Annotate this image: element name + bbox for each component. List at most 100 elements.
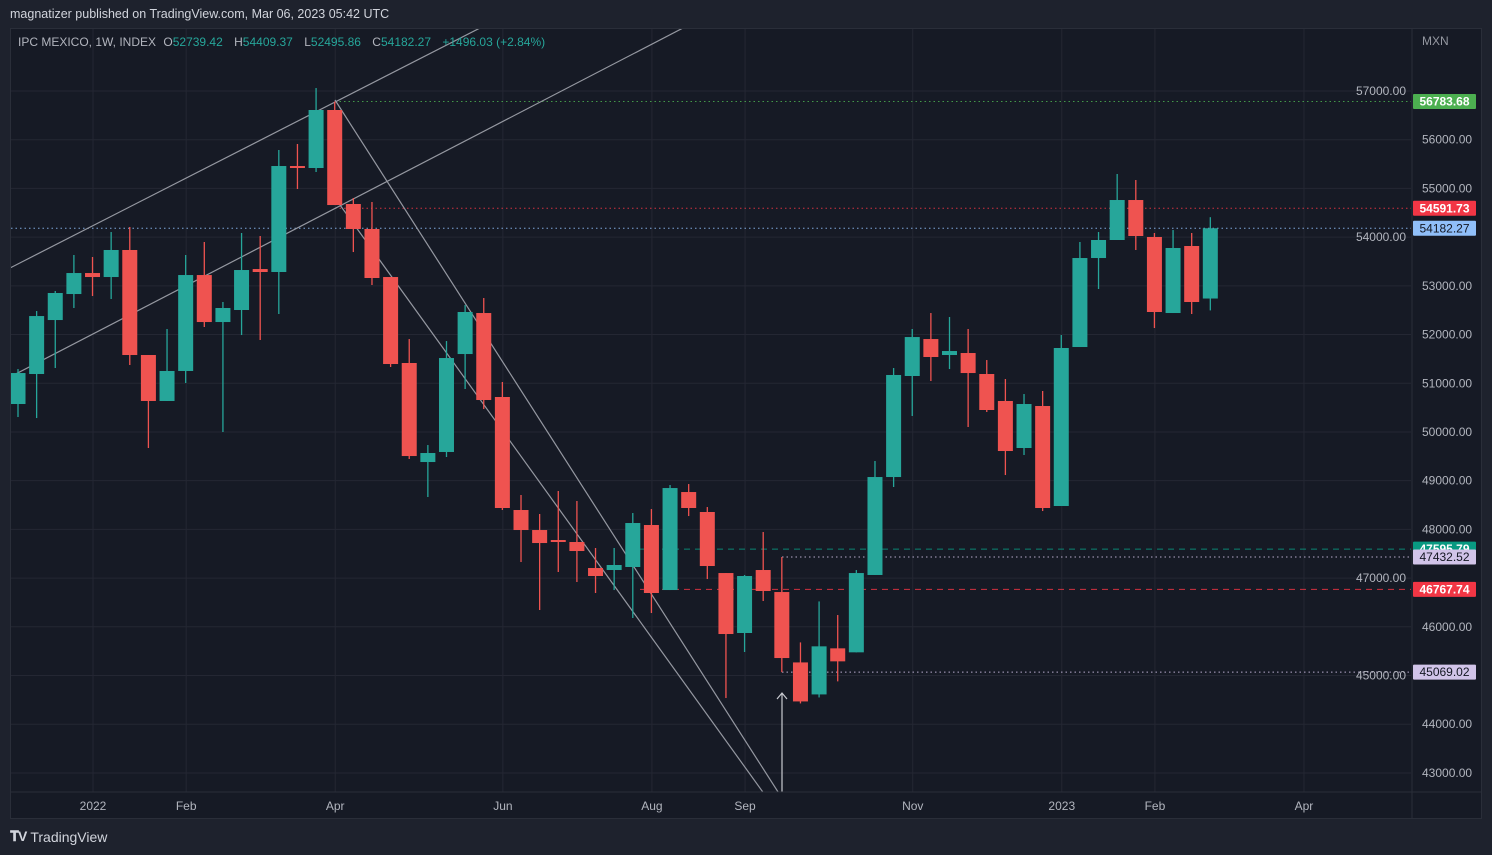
- y-tick-label: 46000.00: [1422, 620, 1472, 634]
- x-tick-label: 2022: [80, 799, 107, 813]
- y-tick-label: 44000.00: [1422, 717, 1472, 731]
- candle-body: [625, 523, 641, 567]
- candle: [774, 557, 790, 673]
- candle: [811, 601, 827, 698]
- candle-body: [1184, 245, 1200, 303]
- candle: [1109, 174, 1125, 241]
- price-level-badge: [1413, 200, 1476, 216]
- candle: [997, 379, 1013, 476]
- candle-body: [1109, 200, 1125, 241]
- candle: [718, 573, 734, 699]
- close-label: C: [372, 35, 381, 49]
- candle-body: [401, 362, 417, 457]
- x-tick-label: Apr: [326, 799, 345, 813]
- candle: [1091, 232, 1107, 290]
- candle-body: [85, 273, 101, 278]
- price-level-badge: [1413, 581, 1476, 597]
- candle-body: [364, 228, 380, 278]
- tradingview-logo[interactable]: 𝐓V TradingView: [10, 828, 107, 845]
- candle-body: [457, 311, 473, 355]
- candle: [66, 255, 82, 309]
- ohlc-legend: IPC MEXICO, 1W, INDEX O52739.42 H54409.3…: [18, 35, 549, 49]
- candle: [196, 242, 212, 327]
- candle: [737, 574, 753, 652]
- candle-body: [904, 337, 920, 377]
- candle: [271, 149, 287, 314]
- price-level-badge: [1413, 220, 1476, 236]
- candle-body: [755, 570, 771, 592]
- candle-body: [569, 542, 585, 552]
- candle: [383, 277, 399, 367]
- candle: [11, 369, 26, 418]
- candle: [1184, 232, 1200, 314]
- candle-body: [438, 358, 454, 452]
- x-tick-label: Sep: [734, 799, 756, 813]
- publisher-caption: magnatizer published on TradingView.com,…: [10, 7, 390, 21]
- open-value: 52739.42: [172, 35, 223, 49]
- candle: [476, 298, 492, 410]
- chart-panel[interactable]: [10, 28, 1482, 819]
- x-tick-label: Nov: [902, 799, 923, 813]
- high-value: 54409.37: [242, 35, 293, 49]
- candle: [532, 513, 548, 611]
- y-tick-label: 49000.00: [1422, 474, 1472, 488]
- candle: [401, 339, 417, 460]
- candle-body: [1128, 200, 1144, 237]
- y-tick-label: 53000.00: [1422, 279, 1472, 293]
- candle-body: [681, 492, 697, 509]
- candle: [867, 461, 883, 575]
- candle: [1165, 230, 1181, 314]
- candle: [438, 341, 454, 458]
- candle: [886, 368, 902, 488]
- candle: [1053, 334, 1069, 507]
- candle: [513, 495, 529, 563]
- candle-body: [476, 313, 492, 401]
- open-label: O: [163, 35, 173, 49]
- candle-body: [1165, 247, 1181, 314]
- candle: [550, 491, 566, 573]
- candle-body: [234, 270, 250, 311]
- candle-body: [271, 166, 287, 273]
- candle: [252, 236, 268, 341]
- candle-body: [513, 510, 529, 531]
- candle: [178, 255, 194, 384]
- candle-body: [1016, 404, 1032, 448]
- candle-body: [11, 373, 26, 405]
- candle: [289, 143, 305, 190]
- candle: [625, 513, 641, 618]
- candle-body: [308, 109, 324, 169]
- price-level-label: 47432.52: [1419, 550, 1469, 564]
- candle-body: [383, 277, 399, 365]
- candle: [923, 313, 939, 382]
- candle-body: [662, 488, 678, 591]
- price-level-label: 54182.27: [1419, 221, 1469, 235]
- y-tick-label: 47000.00: [1356, 571, 1406, 585]
- trend-line: [11, 29, 683, 378]
- candle-body: [886, 374, 902, 478]
- candle-body: [289, 166, 305, 169]
- low-label: L: [304, 35, 311, 49]
- candle: [904, 328, 920, 416]
- candle-body: [29, 316, 45, 375]
- candle-body: [1202, 228, 1218, 299]
- candle: [588, 547, 604, 594]
- candle: [569, 500, 585, 582]
- candle: [848, 570, 864, 653]
- y-tick-label: 54000.00: [1356, 230, 1406, 244]
- candle-body: [1053, 347, 1069, 507]
- y-tick-label: 57000.00: [1356, 84, 1406, 98]
- y-tick-label: 50000.00: [1422, 425, 1472, 439]
- candle: [457, 305, 473, 390]
- x-tick-label: 2023: [1048, 799, 1075, 813]
- candle-body: [550, 540, 566, 543]
- candle-body: [1146, 236, 1162, 312]
- candle-body: [196, 275, 212, 323]
- candle-body: [960, 353, 976, 374]
- symbol-label: IPC MEXICO, 1W, INDEX: [18, 35, 157, 49]
- candle-body: [848, 573, 864, 653]
- candle-body: [252, 269, 268, 273]
- candle: [85, 257, 101, 297]
- candle: [494, 381, 510, 511]
- candle: [122, 226, 138, 365]
